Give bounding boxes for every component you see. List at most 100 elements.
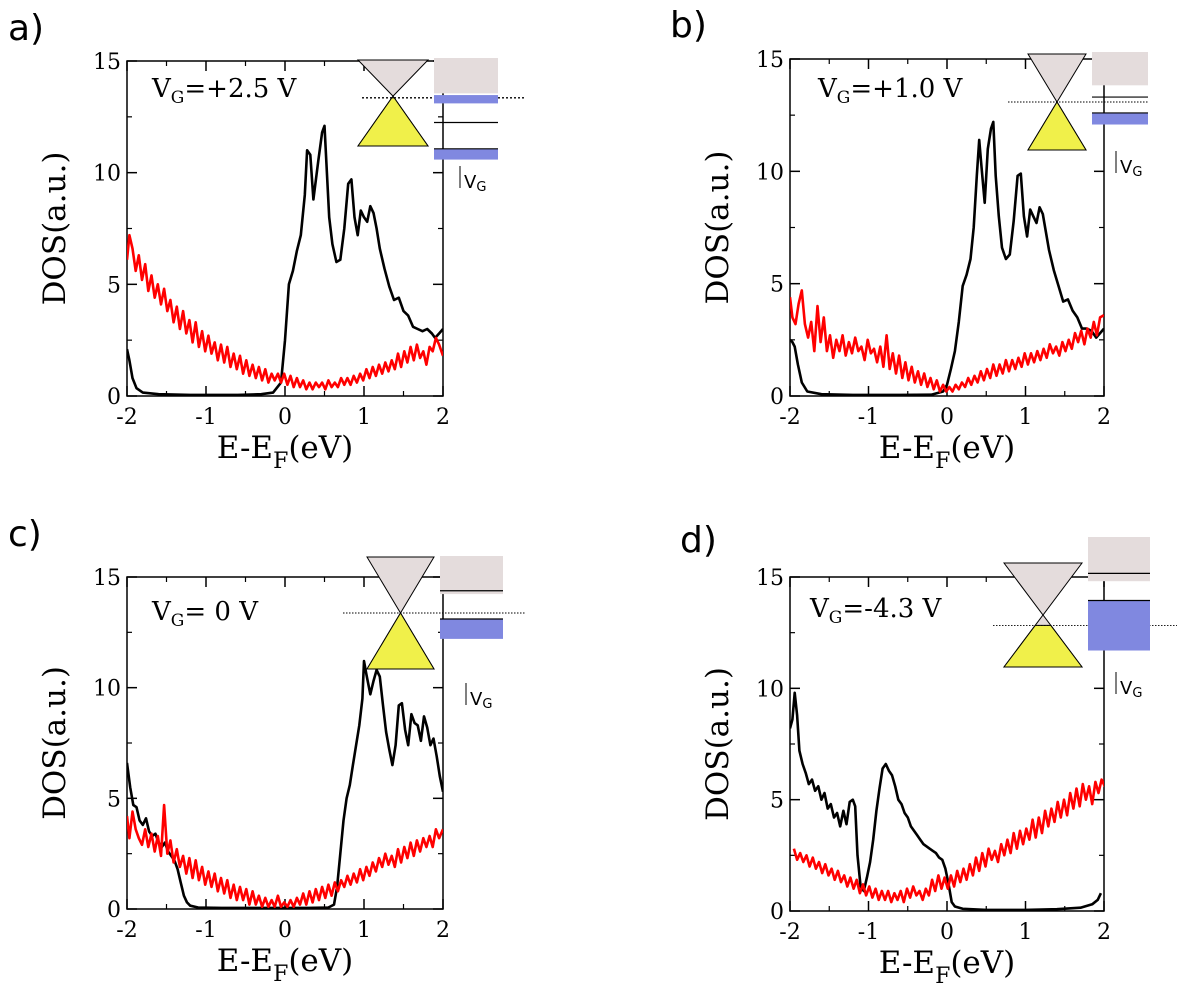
y-tick-label: 5 [770, 273, 784, 298]
x-axis-label-sub: F [273, 962, 288, 987]
inset-vg-main: V [1120, 678, 1133, 699]
x-axis-label-main: E-E [217, 943, 273, 979]
panel-d: d)-2 -1 0 1 2051015E-EF(eV)DOS(a.u.)VG=-4.3 … [680, 520, 1177, 989]
x-tick-label: 1 [1019, 920, 1033, 945]
inset-vg-label: VG [1120, 157, 1142, 180]
x-tick-label: 0 [940, 405, 954, 430]
vg-annotation-main: V [817, 74, 838, 104]
x-tick-label: 0 [940, 920, 954, 945]
x-axis-label: E-EF(eV) [879, 945, 1016, 989]
inset-vg-sub: G [1132, 165, 1142, 180]
vg-annotation-value: = 0 V [184, 597, 259, 627]
band-filled-lower [434, 148, 498, 160]
x-axis-label-sub: F [273, 449, 288, 474]
y-axis-label: DOS(a.u.) [700, 667, 736, 821]
band-filled-upper [434, 95, 498, 104]
series-black-line [790, 691, 1103, 911]
x-tick-label: 2 [436, 405, 450, 430]
y-axis-label: DOS(a.u.) [37, 152, 73, 306]
y-tick-label: 10 [93, 677, 121, 702]
band-inset: VG [343, 556, 526, 712]
vg-annotation: VG=-4.3 V [809, 594, 943, 628]
vg-annotation-sub: G [837, 88, 851, 108]
panel-letter: d) [680, 520, 717, 561]
x-tick-label: 1 [357, 918, 371, 943]
x-axis-label: E-EF(eV) [217, 430, 354, 474]
inset-vg-label: VG [464, 172, 486, 195]
cone-filled [1027, 101, 1087, 151]
x-tick-label: -1 [858, 405, 879, 430]
inset-vg-sub: G [1132, 686, 1142, 701]
cone-upper [1027, 53, 1087, 103]
cone-filled [357, 97, 429, 147]
vg-annotation-value: =-4.3 V [842, 594, 942, 624]
cone-filled [366, 612, 435, 670]
x-axis-label-tail: (eV) [950, 945, 1015, 981]
inset-vg-sub: G [476, 180, 486, 195]
x-tick-label: 0 [278, 405, 292, 430]
series-red-line [792, 776, 1104, 904]
vg-annotation-main: V [809, 594, 830, 624]
y-tick-label: 15 [756, 566, 784, 591]
x-tick-label: 2 [1097, 405, 1111, 430]
y-tick-label: 0 [770, 900, 784, 925]
series-red-line [790, 289, 1104, 393]
x-axis-label-main: E-E [217, 430, 273, 466]
x-axis-label-tail: (eV) [288, 943, 353, 979]
series-red-line [127, 803, 443, 909]
y-axis-label: DOS(a.u.) [37, 666, 73, 820]
x-tick-label: 0 [278, 918, 292, 943]
inset-vg-sub: G [482, 697, 492, 712]
vg-annotation-main: V [151, 74, 172, 104]
y-tick-label: 5 [107, 273, 121, 298]
x-axis-label: E-EF(eV) [217, 943, 354, 987]
panel-letter: a) [8, 8, 44, 49]
vg-annotation: VG= 0 V [151, 597, 259, 631]
band-filled-lower [440, 618, 503, 639]
cone-upper [366, 556, 435, 614]
x-tick-label: -2 [116, 405, 137, 430]
series-black-line [790, 120, 1104, 396]
band-upper [440, 556, 503, 595]
panel-a: a)-2 -1 0 1 2051015E-EF(eV)DOS(a.u.)VG=+2.5 … [8, 8, 524, 474]
band-upper [434, 58, 498, 94]
vg-annotation: VG=+1.0 V [817, 74, 964, 108]
x-tick-label: -1 [195, 918, 216, 943]
y-tick-label: 0 [770, 385, 784, 410]
x-tick-label: -2 [116, 918, 137, 943]
x-tick-label: 1 [357, 405, 371, 430]
x-axis-label-sub: F [935, 449, 950, 474]
band-upper [1092, 52, 1148, 86]
y-tick-label: 15 [756, 48, 784, 73]
y-tick-label: 10 [93, 162, 121, 187]
cone-upper [1003, 562, 1083, 616]
vg-annotation-value: =+2.5 V [184, 74, 297, 104]
vg-annotation: VG=+2.5 V [151, 74, 298, 108]
x-axis-label-tail: (eV) [950, 430, 1015, 466]
vg-annotation-sub: G [171, 611, 185, 631]
vg-annotation-value: =+1.0 V [850, 74, 963, 104]
y-tick-label: 15 [93, 566, 121, 591]
band-inset: VG [356, 58, 524, 195]
band-filled-lower [1088, 600, 1150, 651]
band-inset: VG [993, 537, 1177, 701]
x-tick-label: -2 [779, 920, 800, 945]
x-tick-label: 2 [436, 918, 450, 943]
x-tick-label: 2 [1097, 920, 1111, 945]
band-upper [1088, 537, 1150, 582]
vg-annotation-main: V [151, 597, 172, 627]
vg-annotation-sub: G [829, 608, 843, 628]
panel-b: b)-2 -1 0 1 2051015E-EF(eV)DOS(a.u.)VG=+1.0 … [670, 5, 1148, 474]
x-axis-label-tail: (eV) [288, 430, 353, 466]
x-tick-label: -2 [779, 405, 800, 430]
cone-filled [1003, 624, 1083, 668]
y-tick-label: 10 [756, 160, 784, 185]
x-axis-label-main: E-E [879, 945, 935, 981]
y-tick-label: 0 [107, 385, 121, 410]
x-axis-label-sub: F [935, 964, 950, 989]
panel-letter: b) [670, 5, 707, 46]
x-axis-label: E-EF(eV) [879, 430, 1016, 474]
y-tick-label: 10 [756, 677, 784, 702]
cone-upper [356, 59, 430, 97]
